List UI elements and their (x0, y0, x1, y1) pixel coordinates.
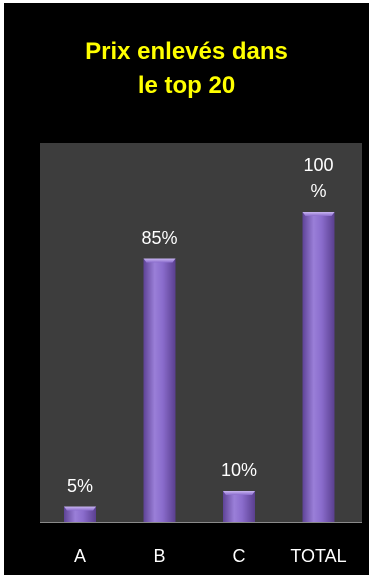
data-label-c: 10% (199, 457, 279, 483)
bar-cap-total (302, 212, 335, 216)
bar-total (302, 212, 335, 522)
x-tick-label-b: B (153, 546, 166, 566)
bar-c (223, 491, 255, 522)
data-label-line: 5% (66, 475, 93, 496)
x-axis-line (40, 522, 362, 523)
data-label-line: 10% (220, 460, 258, 480)
bar-cap-a (64, 506, 96, 511)
bar-b (143, 258, 176, 522)
data-label-b: 85% (120, 225, 200, 251)
chart-title: Prix enlevés dans le top 20 (4, 35, 369, 103)
data-label-line: 100 (303, 155, 334, 175)
chart-panel: Prix enlevés dans le top 20 5% A 85% B 10% C 1… (4, 3, 369, 575)
x-tick-label-a: A (73, 546, 86, 566)
x-tick-label-c: C (232, 546, 246, 566)
data-label-a: 5% (40, 473, 120, 499)
bar-cap-c (223, 491, 255, 495)
data-label-line: % (310, 181, 327, 201)
data-label-line: 85% (141, 227, 178, 248)
bars-layer (64, 212, 335, 522)
x-tick-label-total: TOTAL (290, 546, 347, 566)
data-label-total: 100% (279, 152, 359, 204)
chart-title-line-2: le top 20 (137, 72, 236, 99)
bar-cap-b (143, 258, 176, 263)
chart-title-line-1: Prix enlevés dans (85, 38, 288, 65)
